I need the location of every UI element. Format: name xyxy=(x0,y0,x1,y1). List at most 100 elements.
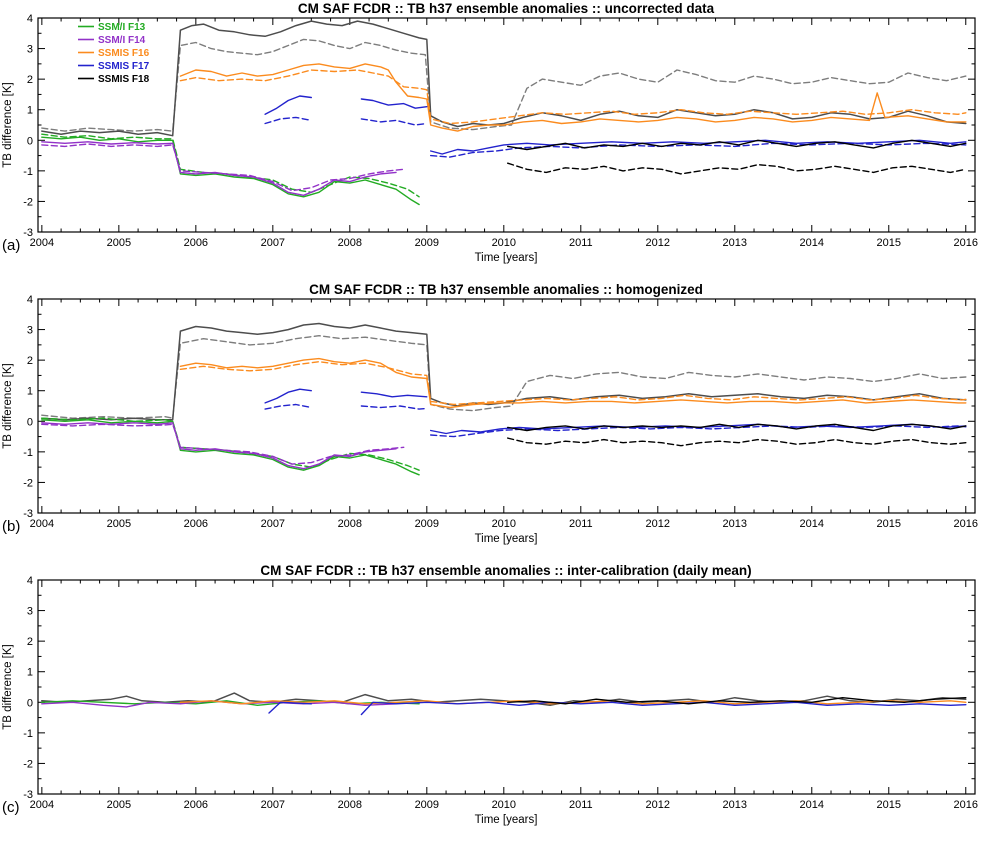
svg-text:-2: -2 xyxy=(23,758,33,770)
svg-text:2016: 2016 xyxy=(954,799,978,811)
series-ssmis-f17-solid xyxy=(430,139,967,155)
series-ssmis-f18-solid xyxy=(507,697,967,705)
svg-text:1: 1 xyxy=(27,386,33,398)
svg-text:2013: 2013 xyxy=(723,237,747,249)
svg-text:2011: 2011 xyxy=(569,799,593,811)
svg-text:2007: 2007 xyxy=(261,237,285,249)
series-group xyxy=(41,692,967,716)
legend-label: SSM/I F14 xyxy=(98,35,146,46)
svg-text:2016: 2016 xyxy=(954,237,978,249)
svg-text:2007: 2007 xyxy=(261,518,285,530)
svg-text:2013: 2013 xyxy=(723,799,747,811)
series-gray-dashed xyxy=(41,38,967,132)
svg-text:-3: -3 xyxy=(23,789,33,801)
svg-text:2014: 2014 xyxy=(800,237,824,249)
plot-frame xyxy=(37,17,976,233)
svg-text:2005: 2005 xyxy=(107,518,131,530)
svg-text:3: 3 xyxy=(27,44,33,56)
svg-text:0: 0 xyxy=(27,416,33,428)
series-ssmi-f14-solid xyxy=(41,422,397,470)
series-ssmi-f13-solid xyxy=(41,419,420,476)
svg-text:2012: 2012 xyxy=(646,799,670,811)
svg-text:2004: 2004 xyxy=(30,799,54,811)
svg-text:2011: 2011 xyxy=(569,237,593,249)
panel-a-xlabel: Time [years] xyxy=(475,252,538,264)
svg-text:-1: -1 xyxy=(23,166,33,178)
svg-text:2006: 2006 xyxy=(184,237,208,249)
svg-text:2008: 2008 xyxy=(338,518,362,530)
series-ssmis-f17-solid xyxy=(264,95,312,115)
svg-text:2015: 2015 xyxy=(877,799,901,811)
series-gray-dashed xyxy=(41,335,967,419)
svg-text:2013: 2013 xyxy=(723,518,747,530)
panel-c-chart: CM SAF FCDR :: TB h37 ensemble anomalies… xyxy=(2,563,978,826)
series-ssmis-f18-dashed xyxy=(507,437,967,447)
svg-text:-2: -2 xyxy=(23,477,33,489)
panel-b-title: CM SAF FCDR :: TB h37 ensemble anomalies… xyxy=(309,282,703,297)
svg-text:2: 2 xyxy=(27,74,33,86)
svg-text:2010: 2010 xyxy=(492,518,516,530)
panel-b: CM SAF FCDR :: TB h37 ensemble anomalies… xyxy=(0,281,991,562)
panel-c-ylabel: TB difference [K] xyxy=(2,644,14,729)
svg-text:2005: 2005 xyxy=(107,237,131,249)
axis-ticks xyxy=(38,579,975,795)
series-ssmi-f13-dashed xyxy=(41,417,420,471)
svg-text:2007: 2007 xyxy=(261,799,285,811)
svg-text:2005: 2005 xyxy=(107,799,131,811)
panel-c-title: CM SAF FCDR :: TB h37 ensemble anomalies… xyxy=(260,563,751,578)
svg-text:4: 4 xyxy=(27,294,33,306)
panel-b-ylabel: TB difference [K] xyxy=(2,363,14,448)
panel-a-ylabel: TB difference [K] xyxy=(2,82,14,167)
series-gray-solid xyxy=(41,692,967,707)
svg-text:2009: 2009 xyxy=(415,518,439,530)
svg-text:3: 3 xyxy=(27,325,33,337)
series-ssmis-f17-solid xyxy=(360,391,428,398)
panel-c-letter: (c) xyxy=(2,799,20,816)
panel-c-xlabel: Time [years] xyxy=(475,814,538,826)
series-ssmis-f17-solid xyxy=(268,701,312,714)
series-group xyxy=(41,322,967,476)
series-ssmis-f18-solid xyxy=(507,423,967,432)
series-ssmi-f14-solid xyxy=(41,141,397,196)
svg-text:2004: 2004 xyxy=(30,518,54,530)
axis-tick-labels: 2004 2005 2006 2007 2008 2009 2010 2011 2012 2013… xyxy=(23,575,978,811)
axis-tick-labels: 2004 2005 2006 2007 2008 2009 2010 2011 2012 2013… xyxy=(23,13,978,249)
svg-text:2010: 2010 xyxy=(492,799,516,811)
series-ssmis-f16-dashed xyxy=(179,361,967,406)
svg-text:2: 2 xyxy=(27,636,33,648)
legend: SSM/I F13 SSM/I F14 SSMIS F16 SSMIS F17 SSMI… xyxy=(78,22,150,85)
panel-b-plot: 2004 2005 2006 2007 2008 2009 2010 2011 2012 2013… xyxy=(23,294,978,530)
svg-text:2006: 2006 xyxy=(184,799,208,811)
svg-text:2008: 2008 xyxy=(338,799,362,811)
svg-text:2009: 2009 xyxy=(415,237,439,249)
legend-label: SSMIS F17 xyxy=(98,61,150,72)
panel-a-title: CM SAF FCDR :: TB h37 ensemble anomalies… xyxy=(298,1,715,16)
series-ssmis-f18-dashed xyxy=(507,162,967,175)
series-ssmis-f17-dashed xyxy=(264,116,312,125)
series-ssmi-f14-dashed xyxy=(41,423,405,465)
svg-text:0: 0 xyxy=(27,697,33,709)
panel-a: CM SAF FCDR :: TB h37 ensemble anomalies… xyxy=(0,0,991,281)
svg-text:2014: 2014 xyxy=(800,799,824,811)
svg-text:2015: 2015 xyxy=(877,518,901,530)
series-ssmis-f17-solid xyxy=(264,388,312,404)
panel-c-plot: 2004 2005 2006 2007 2008 2009 2010 2011 2012 2013… xyxy=(23,575,978,811)
series-ssmis-f18-solid xyxy=(507,139,967,151)
svg-text:1: 1 xyxy=(27,105,33,117)
panel-b-chart: CM SAF FCDR :: TB h37 ensemble anomalies… xyxy=(2,282,978,545)
svg-text:-2: -2 xyxy=(23,196,33,208)
svg-text:3: 3 xyxy=(27,606,33,618)
svg-text:2012: 2012 xyxy=(646,237,670,249)
plot-frame xyxy=(37,298,976,514)
svg-text:2009: 2009 xyxy=(415,799,439,811)
svg-text:2008: 2008 xyxy=(338,237,362,249)
panel-a-plot: 2004 2005 2006 2007 2008 2009 2010 2011 2012 2013… xyxy=(23,13,978,249)
series-ssmi-f13-dashed xyxy=(41,133,420,198)
series-ssmis-f17-solid xyxy=(430,423,967,435)
plot-frame xyxy=(37,579,976,795)
svg-text:2015: 2015 xyxy=(877,237,901,249)
svg-text:-1: -1 xyxy=(23,728,33,740)
svg-text:-3: -3 xyxy=(23,227,33,239)
svg-text:2016: 2016 xyxy=(954,518,978,530)
